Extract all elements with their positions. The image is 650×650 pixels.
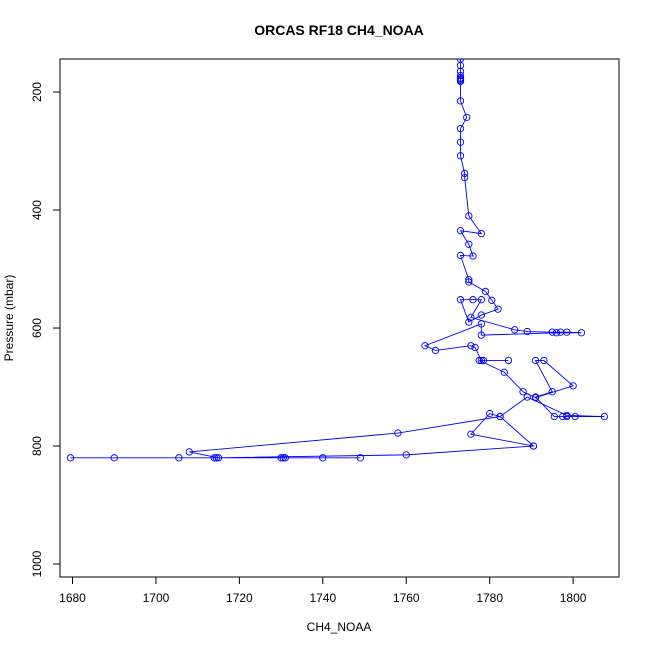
data-point <box>277 454 285 462</box>
data-point <box>477 296 485 304</box>
data-point <box>496 412 504 421</box>
data-point <box>210 454 219 462</box>
data-point <box>110 454 118 462</box>
data-point <box>504 356 513 365</box>
data-point <box>431 346 440 355</box>
data-point <box>563 328 571 336</box>
data-point <box>540 356 548 365</box>
y-axis: 200 400 600 800 1000 <box>30 82 60 577</box>
data-point <box>319 454 327 462</box>
data-point <box>552 329 561 337</box>
data-point <box>469 296 477 304</box>
data-point <box>477 311 485 319</box>
data-point <box>475 356 483 365</box>
data-point <box>548 388 556 396</box>
data-point <box>465 318 473 326</box>
data-point <box>214 454 223 462</box>
data-point <box>66 454 75 462</box>
x-tick-label: 1700 <box>143 591 170 605</box>
data-point <box>477 320 485 328</box>
data-point <box>471 343 479 352</box>
data-point <box>523 327 531 336</box>
data-point <box>460 169 469 178</box>
x-tick-label: 1780 <box>476 591 503 605</box>
y-axis-label: Pressure (mbar) <box>2 275 16 362</box>
data-point <box>477 356 485 365</box>
data-point <box>456 152 465 160</box>
data-point <box>421 342 429 350</box>
data-point <box>456 97 465 105</box>
data-point <box>465 212 473 220</box>
x-tick-label: 1760 <box>393 591 420 605</box>
data-point <box>559 412 567 421</box>
data-point <box>279 454 287 462</box>
data-point <box>456 124 465 133</box>
data-point <box>456 296 465 304</box>
data-point <box>465 278 473 286</box>
data-point <box>550 412 558 421</box>
data-point <box>212 454 221 462</box>
data-point <box>523 393 531 401</box>
y-tick-label: 800 <box>30 436 44 456</box>
data-point <box>494 305 502 313</box>
data-point <box>548 328 556 336</box>
series-layer <box>66 59 609 462</box>
data-point <box>563 411 571 419</box>
data-point <box>402 451 410 459</box>
data-point <box>486 409 494 418</box>
y-tick-label: 200 <box>30 82 44 102</box>
chart-title: ORCAS RF18 CH4_NOAA <box>254 22 424 38</box>
data-point <box>531 393 540 401</box>
data-point <box>500 368 508 376</box>
data-point <box>456 138 465 146</box>
data-point <box>571 412 579 421</box>
data-point <box>465 275 473 284</box>
data-point <box>185 448 193 456</box>
y-tick-label: 1000 <box>30 550 44 577</box>
data-point <box>465 240 473 248</box>
data-point <box>600 412 609 421</box>
data-point <box>175 454 183 462</box>
data-point <box>529 442 538 450</box>
x-tick-label: 1680 <box>59 591 86 605</box>
data-point <box>519 388 527 396</box>
data-point <box>356 454 365 462</box>
x-tick-label: 1740 <box>309 591 336 605</box>
data-point <box>481 287 490 296</box>
plot-area-border <box>59 58 620 578</box>
data-point <box>467 313 475 322</box>
data-point <box>477 229 485 238</box>
data-point <box>531 356 540 365</box>
data-point <box>488 296 496 304</box>
data-point <box>469 252 477 260</box>
data-point <box>456 71 465 80</box>
data-point <box>577 329 586 337</box>
data-point <box>456 227 465 235</box>
data-point <box>281 454 289 462</box>
y-tick-label: 400 <box>30 200 44 220</box>
data-point <box>456 77 465 86</box>
x-axis: 1680 1700 1720 1740 1760 1780 1800 <box>59 577 587 605</box>
data-point <box>477 331 485 339</box>
data-point <box>467 430 475 438</box>
x-axis-label: CH4_NOAA <box>307 620 372 634</box>
data-point <box>511 326 519 334</box>
data-point <box>394 429 402 437</box>
data-point <box>569 382 577 390</box>
y-tick-label: 600 <box>30 318 44 338</box>
data-point <box>479 356 488 365</box>
series-group <box>66 59 609 462</box>
data-point <box>460 173 469 182</box>
x-tick-label: 1800 <box>560 591 587 605</box>
data-point <box>463 113 471 122</box>
data-point <box>467 342 475 350</box>
data-point <box>456 61 465 70</box>
x-tick-label: 1720 <box>226 591 253 605</box>
data-point <box>456 251 465 260</box>
